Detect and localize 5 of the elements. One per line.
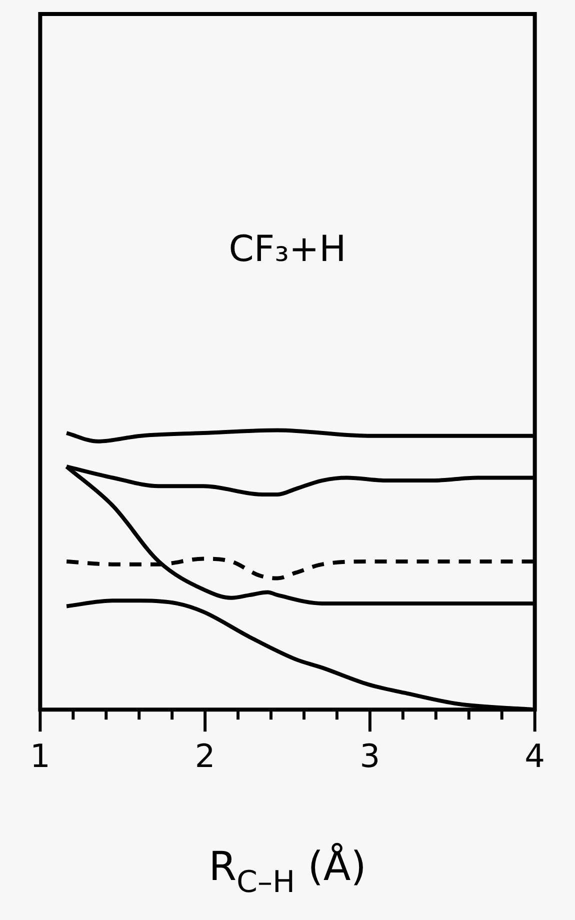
x-tick-label: 2: [194, 737, 216, 776]
x-tick-label: 3: [360, 737, 380, 776]
x-tick-label: 4: [524, 737, 545, 776]
x-tick-label: 1: [30, 737, 50, 776]
text: CF₃+H: [228, 228, 346, 270]
